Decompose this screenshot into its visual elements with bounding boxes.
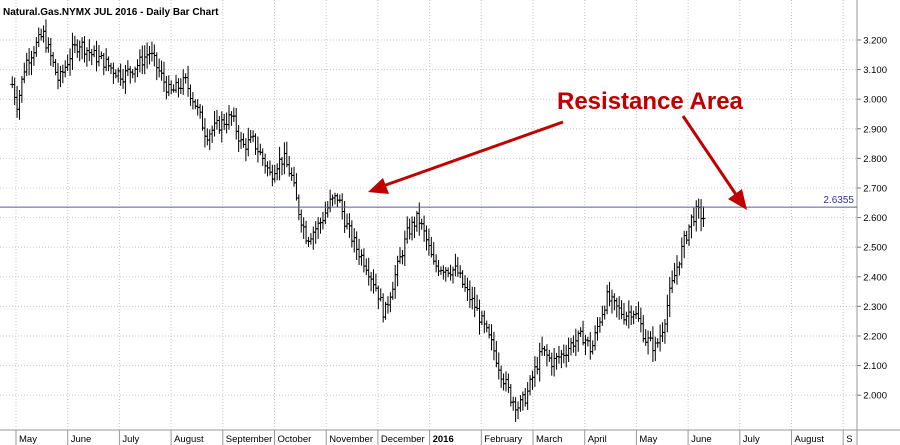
y-tick-label: 2.100 xyxy=(863,361,887,372)
y-tick-label: 2.500 xyxy=(863,243,887,254)
y-tick-label: 2.400 xyxy=(863,272,887,283)
y-tick-label: 2.200 xyxy=(863,332,887,343)
x-tick-label: August xyxy=(174,434,204,445)
x-axis: May June July August September October Novembe… xyxy=(15,430,853,445)
x-tick-label: June xyxy=(71,434,92,445)
y-tick-label: 2.900 xyxy=(863,124,887,135)
resistance-label: 2.6355 xyxy=(823,195,854,206)
x-tick-label: 2016 xyxy=(433,434,454,445)
y-tick-label: 2.800 xyxy=(863,154,887,165)
y-tick-label: 3.200 xyxy=(863,36,887,47)
x-tick-label: April xyxy=(588,434,607,445)
bars-layer xyxy=(10,19,706,423)
y-tick-label: 2.300 xyxy=(863,302,887,313)
y-tick-label: 3.000 xyxy=(863,95,887,106)
x-tick-label: February xyxy=(484,434,522,445)
x-tick-label: June xyxy=(691,434,712,445)
x-tick-label: October xyxy=(278,434,312,445)
y-tick-label: 3.100 xyxy=(863,65,887,76)
x-tick-label: September xyxy=(226,434,272,445)
x-tick-label: November xyxy=(329,434,373,445)
x-tick-label: May xyxy=(19,434,37,445)
ohlc-bar xyxy=(701,206,706,227)
x-tick-label: S xyxy=(846,434,852,445)
y-tick-label: 2.000 xyxy=(863,391,887,402)
x-tick-label: May xyxy=(639,434,657,445)
y-tick-label: 2.600 xyxy=(863,213,887,224)
x-tick-label: August xyxy=(795,434,825,445)
x-tick-label: July xyxy=(122,434,139,445)
arrow-left-head xyxy=(368,178,389,194)
annotation-label: Resistance Area xyxy=(557,88,744,115)
x-tick-label: December xyxy=(381,434,425,445)
grid-layer xyxy=(0,0,857,430)
y-axis: 3.200 3.100 3.000 2.900 2.800 2.700 2.600 2.500… xyxy=(857,36,887,402)
y-tick-label: 2.700 xyxy=(863,184,887,195)
arrow-right-head xyxy=(728,189,747,210)
x-tick-label: July xyxy=(743,434,760,445)
arrow-right-shaft xyxy=(681,115,739,197)
arrow-left-shaft xyxy=(382,120,564,188)
x-tick-label: March xyxy=(536,434,562,445)
chart-title: Natural.Gas.NYMX JUL 2016 - Daily Bar Ch… xyxy=(3,7,219,18)
annotation-arrows xyxy=(368,115,747,210)
